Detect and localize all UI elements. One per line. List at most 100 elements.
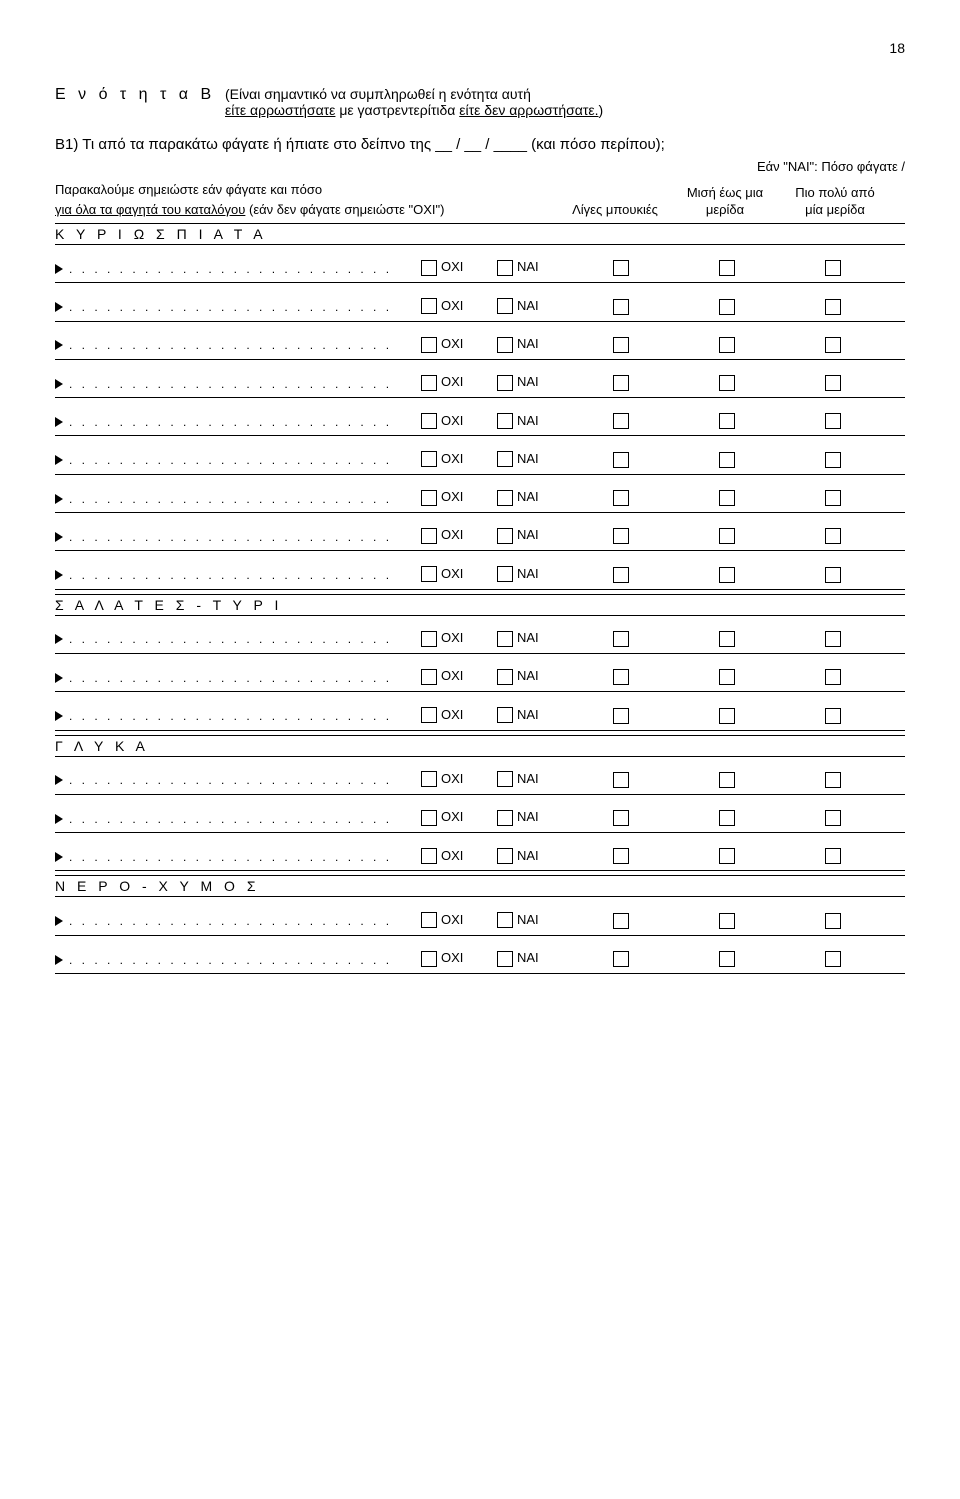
dotted-line[interactable]: . . . . . . . . . . . . . . . . . . . . …: [69, 300, 389, 314]
oxi-option[interactable]: ΟΧΙ: [421, 630, 491, 647]
checkbox-icon[interactable]: [497, 566, 513, 582]
nai-option[interactable]: ΝΑΙ: [497, 912, 567, 929]
amount-checkbox-cell[interactable]: [785, 527, 885, 544]
checkbox-icon[interactable]: [497, 848, 513, 864]
checkbox-icon[interactable]: [497, 951, 513, 967]
amount-checkbox-cell[interactable]: [785, 259, 885, 276]
checkbox-icon[interactable]: [421, 912, 437, 928]
amount-checkbox-cell[interactable]: [573, 259, 673, 276]
dotted-line[interactable]: . . . . . . . . . . . . . . . . . . . . …: [69, 812, 389, 826]
nai-option[interactable]: ΝΑΙ: [497, 298, 567, 315]
amount-checkbox-cell[interactable]: [573, 847, 673, 864]
checkbox-icon[interactable]: [497, 631, 513, 647]
nai-option[interactable]: ΝΑΙ: [497, 489, 567, 506]
checkbox-icon[interactable]: [613, 913, 629, 929]
amount-checkbox-cell[interactable]: [785, 706, 885, 723]
checkbox-icon[interactable]: [719, 260, 735, 276]
checkbox-icon[interactable]: [719, 452, 735, 468]
amount-checkbox-cell[interactable]: [679, 668, 779, 685]
nai-option[interactable]: ΝΑΙ: [497, 809, 567, 826]
checkbox-icon[interactable]: [825, 913, 841, 929]
amount-checkbox-cell[interactable]: [679, 706, 779, 723]
checkbox-icon[interactable]: [825, 413, 841, 429]
amount-checkbox-cell[interactable]: [785, 668, 885, 685]
amount-checkbox-cell[interactable]: [679, 336, 779, 353]
nai-option[interactable]: ΝΑΙ: [497, 566, 567, 583]
checkbox-icon[interactable]: [613, 951, 629, 967]
checkbox-icon[interactable]: [497, 707, 513, 723]
checkbox-icon[interactable]: [421, 707, 437, 723]
checkbox-icon[interactable]: [421, 451, 437, 467]
amount-checkbox-cell[interactable]: [679, 374, 779, 391]
checkbox-icon[interactable]: [421, 337, 437, 353]
checkbox-icon[interactable]: [825, 772, 841, 788]
checkbox-icon[interactable]: [719, 951, 735, 967]
checkbox-icon[interactable]: [497, 490, 513, 506]
checkbox-icon[interactable]: [825, 669, 841, 685]
nai-option[interactable]: ΝΑΙ: [497, 630, 567, 647]
checkbox-icon[interactable]: [421, 566, 437, 582]
oxi-option[interactable]: ΟΧΙ: [421, 912, 491, 929]
amount-checkbox-cell[interactable]: [573, 950, 673, 967]
checkbox-icon[interactable]: [719, 528, 735, 544]
checkbox-icon[interactable]: [421, 848, 437, 864]
oxi-option[interactable]: ΟΧΙ: [421, 566, 491, 583]
amount-checkbox-cell[interactable]: [679, 412, 779, 429]
checkbox-icon[interactable]: [613, 631, 629, 647]
checkbox-icon[interactable]: [421, 413, 437, 429]
checkbox-icon[interactable]: [421, 260, 437, 276]
amount-checkbox-cell[interactable]: [679, 450, 779, 467]
checkbox-icon[interactable]: [421, 375, 437, 391]
checkbox-icon[interactable]: [497, 451, 513, 467]
checkbox-icon[interactable]: [719, 413, 735, 429]
checkbox-icon[interactable]: [613, 452, 629, 468]
checkbox-icon[interactable]: [613, 337, 629, 353]
checkbox-icon[interactable]: [825, 708, 841, 724]
amount-checkbox-cell[interactable]: [573, 565, 673, 582]
amount-checkbox-cell[interactable]: [679, 771, 779, 788]
amount-checkbox-cell[interactable]: [573, 771, 673, 788]
amount-checkbox-cell[interactable]: [679, 259, 779, 276]
amount-checkbox-cell[interactable]: [785, 565, 885, 582]
amount-checkbox-cell[interactable]: [785, 771, 885, 788]
checkbox-icon[interactable]: [719, 810, 735, 826]
checkbox-icon[interactable]: [613, 848, 629, 864]
oxi-option[interactable]: ΟΧΙ: [421, 489, 491, 506]
checkbox-icon[interactable]: [719, 375, 735, 391]
amount-checkbox-cell[interactable]: [573, 668, 673, 685]
checkbox-icon[interactable]: [613, 260, 629, 276]
amount-checkbox-cell[interactable]: [573, 412, 673, 429]
amount-checkbox-cell[interactable]: [573, 630, 673, 647]
amount-checkbox-cell[interactable]: [679, 911, 779, 928]
amount-checkbox-cell[interactable]: [679, 489, 779, 506]
oxi-option[interactable]: ΟΧΙ: [421, 848, 491, 865]
amount-checkbox-cell[interactable]: [679, 809, 779, 826]
oxi-option[interactable]: ΟΧΙ: [421, 298, 491, 315]
amount-checkbox-cell[interactable]: [785, 412, 885, 429]
oxi-option[interactable]: ΟΧΙ: [421, 950, 491, 967]
dotted-line[interactable]: . . . . . . . . . . . . . . . . . . . . …: [69, 953, 389, 967]
checkbox-icon[interactable]: [497, 260, 513, 276]
checkbox-icon[interactable]: [825, 848, 841, 864]
amount-checkbox-cell[interactable]: [573, 809, 673, 826]
checkbox-icon[interactable]: [825, 631, 841, 647]
nai-option[interactable]: ΝΑΙ: [497, 668, 567, 685]
amount-checkbox-cell[interactable]: [679, 565, 779, 582]
amount-checkbox-cell[interactable]: [573, 374, 673, 391]
checkbox-icon[interactable]: [719, 567, 735, 583]
checkbox-icon[interactable]: [719, 848, 735, 864]
oxi-option[interactable]: ΟΧΙ: [421, 259, 491, 276]
checkbox-icon[interactable]: [613, 810, 629, 826]
checkbox-icon[interactable]: [825, 452, 841, 468]
nai-option[interactable]: ΝΑΙ: [497, 527, 567, 544]
checkbox-icon[interactable]: [825, 810, 841, 826]
checkbox-icon[interactable]: [825, 299, 841, 315]
dotted-line[interactable]: . . . . . . . . . . . . . . . . . . . . …: [69, 492, 389, 506]
amount-checkbox-cell[interactable]: [785, 809, 885, 826]
amount-checkbox-cell[interactable]: [573, 297, 673, 314]
amount-checkbox-cell[interactable]: [573, 336, 673, 353]
checkbox-icon[interactable]: [497, 912, 513, 928]
checkbox-icon[interactable]: [825, 337, 841, 353]
checkbox-icon[interactable]: [497, 528, 513, 544]
dotted-line[interactable]: . . . . . . . . . . . . . . . . . . . . …: [69, 850, 389, 864]
